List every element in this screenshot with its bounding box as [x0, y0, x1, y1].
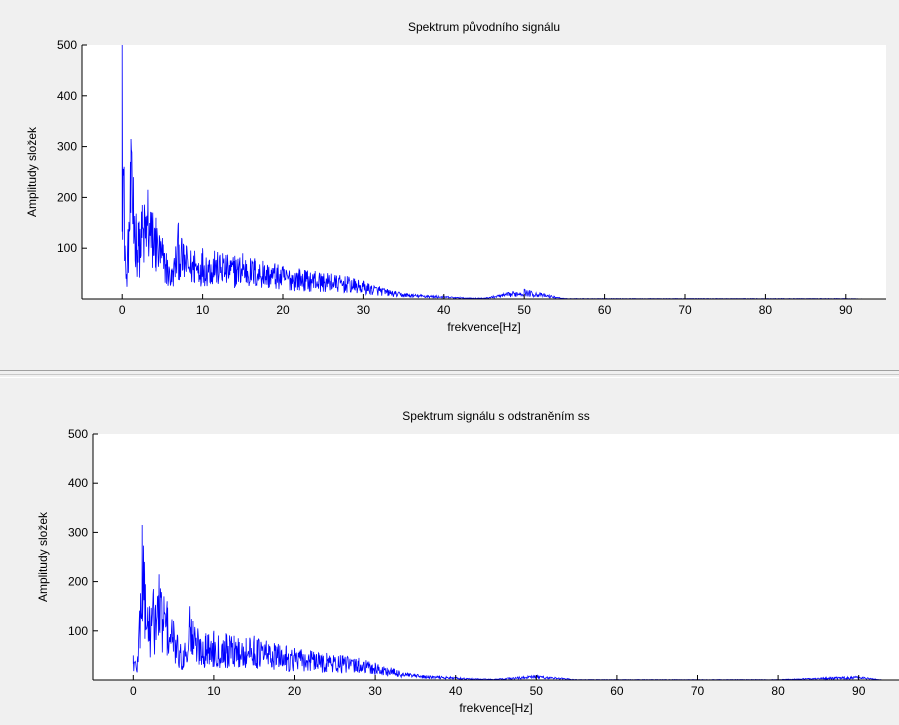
chart-bottom: 0 10 20 30 40 50 60 70 80 90 100 200 300 400 500 Spektr…: [36, 409, 899, 715]
x-tick-label: 70: [691, 684, 705, 698]
y-tick-label: 200: [57, 190, 77, 204]
y-tick-label: 100: [57, 241, 77, 255]
y-tick-label: 500: [68, 427, 88, 441]
x-tick-label: 80: [771, 684, 785, 698]
x-tick-label: 10: [196, 303, 210, 317]
x-tick-label: 90: [839, 303, 853, 317]
plot-area: [82, 45, 886, 299]
x-tick-label: 30: [357, 303, 371, 317]
x-tick-label: 40: [449, 684, 463, 698]
x-tick-label: 50: [530, 684, 544, 698]
x-tick-label: 20: [288, 684, 302, 698]
x-tick-label: 80: [759, 303, 773, 317]
x-tick-label: 10: [207, 684, 221, 698]
y-tick-label: 300: [57, 140, 77, 154]
plot-panel-bottom: 0 10 20 30 40 50 60 70 80 90 100 200 300 400 500 Spektr…: [0, 378, 899, 725]
plot-area: [93, 434, 899, 680]
x-axis-label: frekvence[Hz]: [447, 320, 520, 334]
x-tick-label: 0: [119, 303, 126, 317]
x-tick-label: 60: [610, 684, 624, 698]
plot-panel-top: 0 10 20 30 40 50 60 70 80 90 100 200 300 400 500 Spektr…: [25, 20, 886, 334]
x-tick-label: 90: [852, 684, 866, 698]
y-tick-label: 400: [57, 89, 77, 103]
y-tick-label: 300: [68, 525, 88, 539]
x-tick-label: 20: [276, 303, 290, 317]
x-tick-label: 40: [437, 303, 451, 317]
panel-divider[interactable]: [0, 370, 899, 378]
y-axis-label: Amplitudy složek: [25, 126, 39, 217]
chart-title: Spektrum původního signálu: [408, 20, 560, 34]
chart-title: Spektrum signálu s odstraněním ss: [402, 409, 589, 423]
x-tick-label: 70: [678, 303, 692, 317]
y-tick-label: 500: [57, 38, 77, 52]
x-tick-label: 30: [368, 684, 382, 698]
x-tick-label: 50: [518, 303, 532, 317]
y-tick-label: 200: [68, 575, 88, 589]
x-axis-label: frekvence[Hz]: [459, 701, 532, 715]
y-tick-label: 400: [68, 476, 88, 490]
x-tick-label: 60: [598, 303, 612, 317]
x-tick-label: 0: [130, 684, 137, 698]
y-axis-label: Amplitudy složek: [36, 511, 50, 602]
y-tick-label: 100: [68, 624, 88, 638]
chart-top: 0 10 20 30 40 50 60 70 80 90 100 200 300 400 500 Spektr…: [25, 20, 886, 334]
